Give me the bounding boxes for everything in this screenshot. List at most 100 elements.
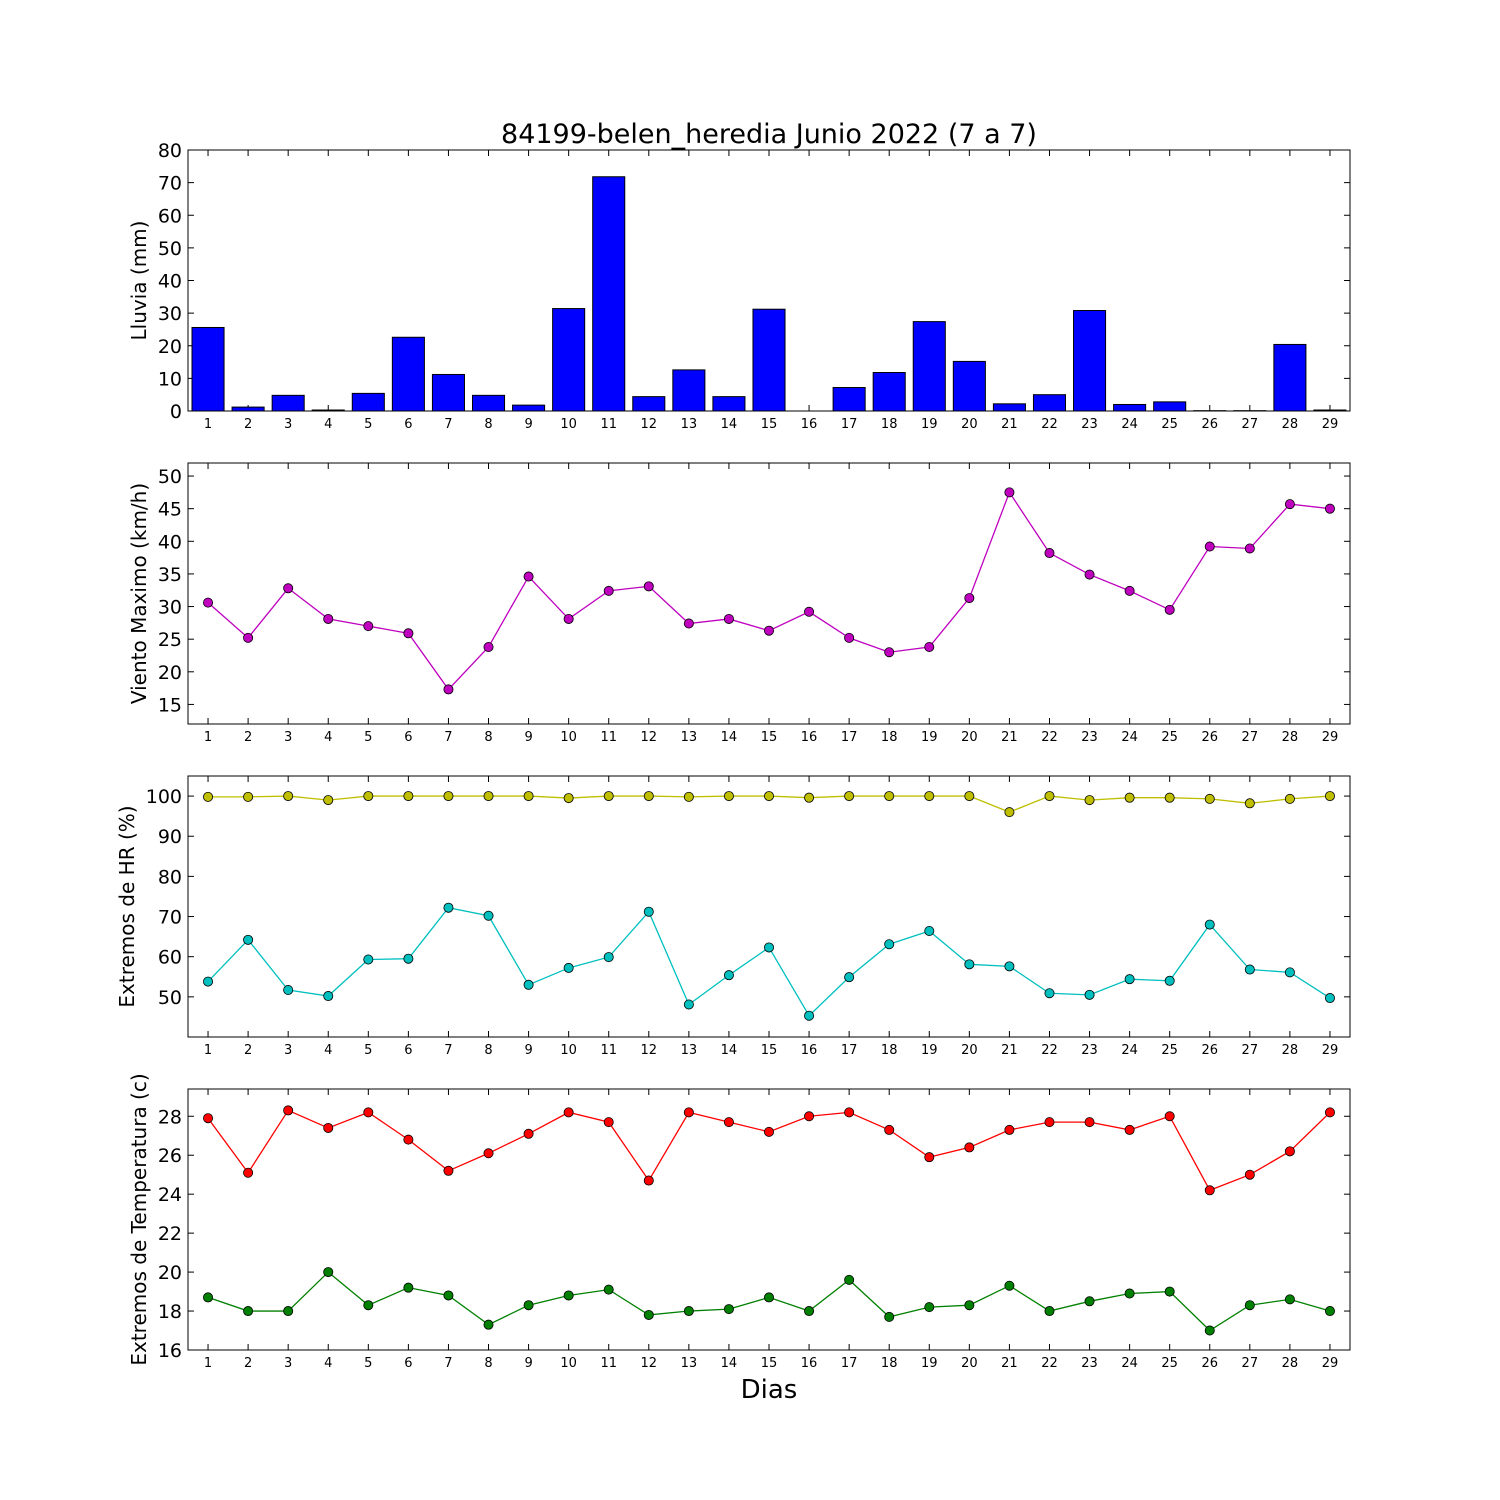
data-point [924,791,935,802]
data-point [523,571,534,582]
data-point [603,791,614,802]
data-point [203,976,214,987]
x-tick-label: 9 [524,417,532,432]
bar [672,369,706,412]
y-tick-label: 15 [158,694,182,716]
bar [471,394,506,412]
data-point [603,585,614,596]
data-point [563,793,574,804]
data-point [804,1111,815,1122]
data-point [483,910,494,921]
x-tick-label: 18 [881,417,898,432]
series-line-0 [207,1109,1331,1192]
x-tick-label: 16 [801,417,818,432]
x-tick-label: 18 [881,1043,898,1058]
y-tick-label: 0 [170,401,182,423]
data-point [844,1107,855,1118]
x-tick-label: 26 [1201,417,1218,432]
bar [952,360,986,412]
data-point [483,791,494,802]
data-point [764,1292,775,1303]
x-tick-label: 8 [484,417,492,432]
x-tick-label: 14 [721,1356,738,1371]
data-point [403,1134,414,1145]
x-tick-label: 9 [524,1356,532,1371]
data-point [563,613,574,624]
data-point [203,791,214,802]
data-point [643,581,654,592]
x-tick-label: 29 [1322,730,1339,745]
x-tick-label: 19 [921,1356,938,1371]
x-tick-label: 8 [484,730,492,745]
x-tick-label: 15 [761,417,778,432]
x-tick-label: 24 [1121,730,1138,745]
bar [391,336,425,412]
bar [832,387,866,412]
data-point [723,1117,734,1128]
data-point [1124,1124,1135,1135]
bar [1032,394,1067,412]
x-tick-label: 29 [1322,417,1339,432]
x-tick-label: 23 [1081,1356,1098,1371]
x-tick-label: 17 [841,1356,858,1371]
data-point [243,632,254,643]
data-point [1324,503,1335,514]
x-tick-label: 23 [1081,417,1098,432]
x-tick-label: 13 [681,1043,698,1058]
x-tick-label: 29 [1322,1043,1339,1058]
data-point [1244,1300,1255,1311]
chart-title: 84199-belen_heredia Junio 2022 (7 a 7) [501,119,1037,150]
data-point [723,791,734,802]
data-point [1244,1169,1255,1180]
y-tick-label: 70 [158,173,182,195]
data-point [1244,543,1255,554]
data-point [764,942,775,953]
x-tick-label: 25 [1161,730,1178,745]
data-point [1284,1294,1295,1305]
data-point [1084,795,1095,806]
data-point [563,1290,574,1301]
bar [351,392,385,412]
data-point [964,791,975,802]
x-tick-label: 5 [364,417,372,432]
x-tick-label: 20 [961,417,978,432]
x-tick-label: 18 [881,1356,898,1371]
x-tick-label: 10 [560,417,577,432]
data-point [1324,993,1335,1004]
data-point [563,1107,574,1118]
data-point [683,1107,694,1118]
data-point [323,991,334,1002]
x-tick-label: 22 [1041,417,1058,432]
data-point [443,902,454,913]
data-point [804,1010,815,1021]
x-tick-label: 24 [1121,417,1138,432]
y-tick-label: 90 [158,826,182,848]
data-point [203,597,214,608]
data-point [683,999,694,1010]
data-point [643,1175,654,1186]
bar [552,308,586,412]
y-axis-label: Extremos de Temperatura (c) [127,1073,151,1365]
x-tick-label: 5 [364,730,372,745]
data-point [203,1292,214,1303]
x-axis-label: Dias [741,1375,798,1405]
x-tick-label: 28 [1282,730,1299,745]
data-point [1204,541,1215,552]
bar [752,308,786,412]
data-point [804,792,815,803]
bar [512,404,546,412]
x-tick-label: 7 [444,1043,452,1058]
x-tick-label: 21 [1001,417,1018,432]
data-point [363,621,374,632]
x-tick-label: 5 [364,1043,372,1058]
data-point [884,647,895,658]
data-point [523,791,534,802]
data-point [844,632,855,643]
data-point [483,1319,494,1330]
data-point [1324,1107,1335,1118]
bar [592,176,626,412]
data-point [723,970,734,981]
y-tick-label: 50 [158,987,182,1009]
x-tick-label: 4 [324,1356,332,1371]
data-point [683,1306,694,1317]
